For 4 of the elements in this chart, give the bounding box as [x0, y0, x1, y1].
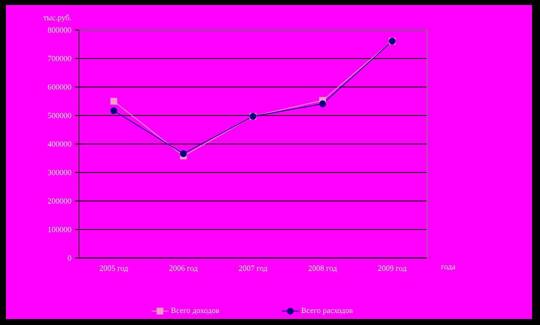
- point: [180, 150, 187, 158]
- point: [319, 100, 326, 108]
- point: [110, 107, 118, 114]
- point: [110, 98, 118, 105]
